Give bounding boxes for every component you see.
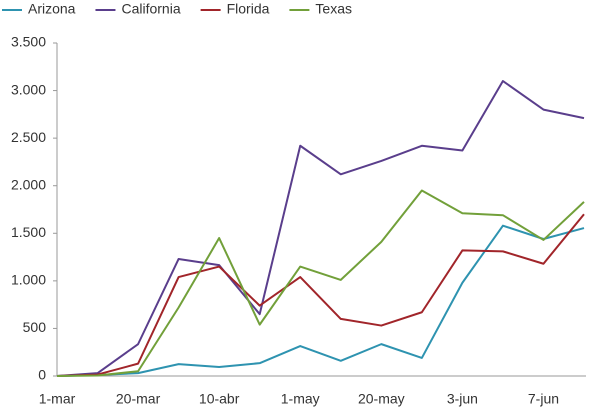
line	[56, 80, 585, 377]
y-tick-label: 1.500	[11, 224, 46, 240]
legend-label: Florida	[227, 1, 270, 17]
x-tick-label: 1-mar	[39, 391, 76, 407]
y-tick-label: 0	[38, 367, 46, 383]
x-tick-label: 20-may	[358, 391, 405, 407]
x-tick-label: 20-mar	[116, 391, 161, 407]
line	[56, 189, 585, 377]
y-tick-label: 500	[23, 319, 47, 335]
y-tick-label: 3.500	[11, 34, 46, 50]
y-tick-label: 2.000	[11, 176, 46, 192]
line	[56, 224, 585, 377]
x-tick-label: 10-abr	[199, 391, 240, 407]
y-tick-label: 1.000	[11, 272, 46, 288]
x-tick-label: 3-jun	[447, 391, 478, 407]
line	[56, 213, 585, 377]
x-tick-label: 1-may	[281, 391, 320, 407]
legend-label: Texas	[315, 1, 352, 17]
y-tick-label: 3.000	[11, 81, 46, 97]
y-tick-label: 2.500	[11, 129, 46, 145]
legend-label: California	[121, 1, 180, 17]
legend-label: Arizona	[28, 1, 76, 17]
x-tick-label: 7-jun	[528, 391, 559, 407]
